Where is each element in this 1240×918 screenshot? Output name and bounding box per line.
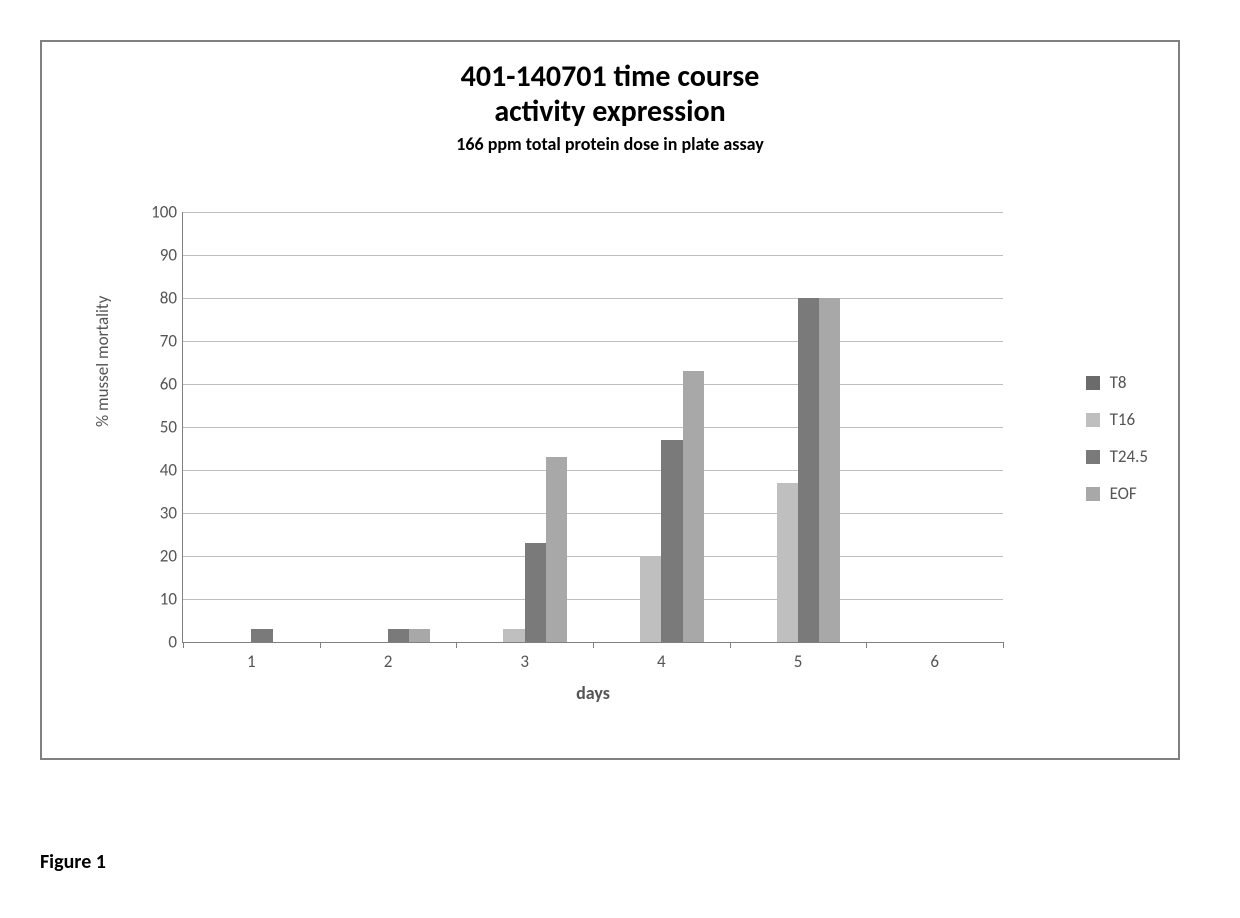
chart-title-line1: 401-140701 time course <box>42 60 1178 95</box>
legend-swatch <box>1086 450 1100 464</box>
bar <box>777 483 798 642</box>
bar <box>798 298 819 642</box>
chart-title-block: 401-140701 time course activity expressi… <box>42 42 1178 155</box>
legend-label: T8 <box>1110 372 1127 393</box>
legend-label: EOF <box>1110 483 1137 504</box>
x-tick-label: 6 <box>930 651 939 672</box>
y-tick-label: 70 <box>141 331 177 352</box>
x-axis-label: days <box>183 682 1003 704</box>
y-tick-label: 50 <box>141 417 177 438</box>
y-tick-label: 90 <box>141 245 177 266</box>
legend-label: T24.5 <box>1110 446 1148 467</box>
y-tick-label: 80 <box>141 288 177 309</box>
gridline <box>183 384 1003 385</box>
y-tick-label: 60 <box>141 374 177 395</box>
legend-item: EOF <box>1086 483 1148 504</box>
bar <box>546 457 567 642</box>
gridline <box>183 298 1003 299</box>
x-tick-label: 2 <box>384 651 393 672</box>
legend: T8 T16 T24.5 EOF <box>1086 372 1148 520</box>
figure-label: Figure 1 <box>40 850 1200 874</box>
y-tick-label: 40 <box>141 460 177 481</box>
x-tick-mark <box>456 642 457 648</box>
bar <box>661 440 682 642</box>
legend-item: T16 <box>1086 409 1148 430</box>
chart-container: 401-140701 time course activity expressi… <box>40 40 1180 760</box>
gridline <box>183 513 1003 514</box>
chart-title-line2: activity expression <box>42 95 1178 130</box>
y-tick-label: 10 <box>141 589 177 610</box>
x-tick-label: 1 <box>247 651 256 672</box>
bar <box>409 629 430 642</box>
x-tick-mark <box>1003 642 1004 648</box>
x-tick-mark <box>183 642 184 648</box>
gridline <box>183 599 1003 600</box>
gridline <box>183 341 1003 342</box>
legend-swatch <box>1086 376 1100 390</box>
gridline <box>183 470 1003 471</box>
x-tick-mark <box>320 642 321 648</box>
bar <box>503 629 524 642</box>
gridline <box>183 427 1003 428</box>
y-tick-label: 30 <box>141 503 177 524</box>
bar <box>683 371 704 642</box>
bar <box>640 556 661 642</box>
y-tick-label: 20 <box>141 546 177 567</box>
chart-subtitle: 166 ppm total protein dose in plate assa… <box>42 133 1178 155</box>
bar <box>819 298 840 642</box>
legend-item: T8 <box>1086 372 1148 393</box>
legend-swatch <box>1086 487 1100 501</box>
x-tick-label: 5 <box>794 651 803 672</box>
bar <box>388 629 409 642</box>
gridline <box>183 556 1003 557</box>
x-tick-mark <box>593 642 594 648</box>
x-tick-label: 3 <box>520 651 529 672</box>
legend-item: T24.5 <box>1086 446 1148 467</box>
x-tick-mark <box>866 642 867 648</box>
gridline <box>183 212 1003 213</box>
y-tick-label: 0 <box>141 632 177 653</box>
legend-label: T16 <box>1110 409 1136 430</box>
bar <box>525 543 546 642</box>
y-tick-label: 100 <box>141 202 177 223</box>
legend-swatch <box>1086 413 1100 427</box>
y-axis-label: % mussel mortality <box>92 296 113 427</box>
gridline <box>183 255 1003 256</box>
plot-area: days 0102030405060708090100123456 <box>182 212 1003 643</box>
x-tick-label: 4 <box>657 651 666 672</box>
bar <box>251 629 272 642</box>
x-tick-mark <box>730 642 731 648</box>
